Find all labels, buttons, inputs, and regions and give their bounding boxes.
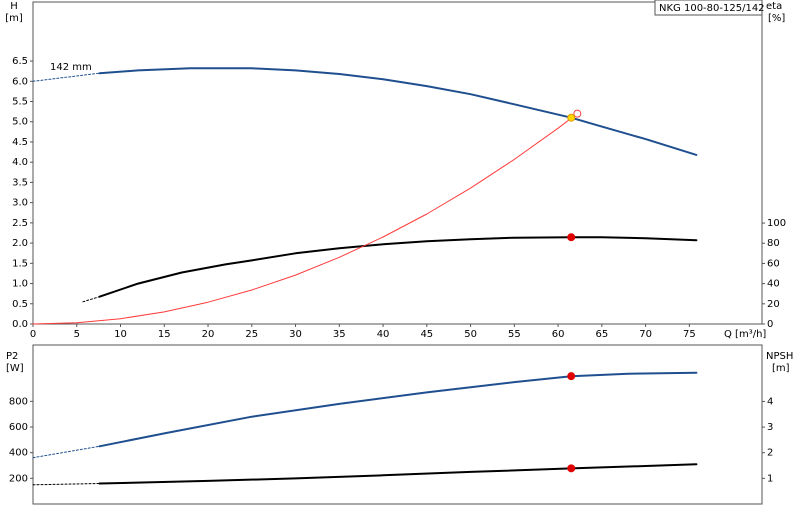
y2-tick-label: 100	[767, 218, 786, 229]
x-tick-label: 25	[245, 329, 258, 340]
y-tick-label: 4.0	[12, 157, 28, 168]
y-tick-label: 4.5	[12, 137, 28, 148]
y2-tick-label: 3	[767, 422, 773, 433]
curve	[32, 445, 100, 459]
x-tick-label: 60	[552, 329, 565, 340]
x-tick-label: 45	[420, 329, 433, 340]
curve	[32, 113, 578, 325]
y-axis-unit: [W]	[6, 363, 24, 374]
y2-tick-label: 20	[767, 299, 780, 310]
curve	[32, 483, 100, 486]
x-tick-label: 0	[30, 329, 36, 340]
y-tick-label: 6.0	[12, 76, 28, 87]
x-tick-label: 70	[639, 329, 652, 340]
curve	[98, 371, 698, 448]
y-tick-label: 400	[9, 448, 28, 459]
x-tick-label: 35	[333, 329, 346, 340]
x-tick-label: 40	[377, 329, 390, 340]
y-tick-label: 3.5	[12, 177, 28, 188]
duty-point	[567, 372, 576, 381]
x-tick-label: 75	[683, 329, 696, 340]
y-tick-label: 600	[9, 422, 28, 433]
x-tick-label: 10	[114, 329, 127, 340]
duty-point	[567, 113, 576, 122]
duty-point	[567, 464, 576, 473]
x-tick-label: 30	[289, 329, 302, 340]
y2-axis-label: eta	[766, 1, 782, 12]
x-tick-label: 55	[508, 329, 521, 340]
x-tick-label: 15	[158, 329, 171, 340]
title-box	[654, 0, 763, 16]
y2-tick-label: 0	[767, 319, 773, 330]
x-tick-label: 65	[595, 329, 608, 340]
y2-axis-unit: [m]	[772, 363, 790, 374]
y-tick-label: 0.0	[12, 319, 28, 330]
y-tick-label: 6.5	[12, 56, 28, 67]
y2-axis-unit: [%]	[768, 13, 785, 24]
y2-tick-label: 80	[767, 238, 780, 249]
y2-tick-label: 60	[767, 258, 780, 269]
curve	[98, 236, 698, 298]
y-tick-label: 3.0	[12, 198, 28, 209]
y-tick-label: 0.5	[12, 299, 28, 310]
x-tick-label: 50	[464, 329, 477, 340]
chart-title: NKG 100-80-125/142	[659, 3, 765, 14]
y-tick-label: 1.0	[12, 279, 28, 290]
duty-point	[573, 109, 582, 118]
y-tick-label: 2.5	[12, 218, 28, 229]
y-tick-label: 5.5	[12, 97, 28, 108]
y-tick-label: 1.5	[12, 258, 28, 269]
curve	[82, 296, 100, 303]
y2-tick-label: 2	[767, 448, 773, 459]
bottom-frame	[32, 344, 763, 505]
curve	[98, 463, 698, 485]
top-frame	[32, 1, 763, 325]
y-tick-label: 5.0	[12, 117, 28, 128]
y2-axis-label: NPSH	[766, 351, 793, 362]
y2-tick-label: 4	[767, 396, 773, 407]
x-tick-label: 20	[202, 329, 215, 340]
y2-tick-label: 40	[767, 279, 780, 290]
curve-label: 142 mm	[50, 62, 92, 73]
curve	[32, 72, 100, 82]
duty-point	[567, 233, 576, 242]
x-tick-label: 5	[74, 329, 80, 340]
y-tick-label: 2.0	[12, 238, 28, 249]
y2-tick-label: 1	[767, 473, 773, 484]
y-axis-unit: [m]	[5, 13, 23, 24]
y-axis-label: H	[10, 1, 18, 12]
curve	[98, 67, 698, 156]
y-axis-label: P2	[6, 351, 18, 362]
x-axis-label: Q [m³/h]	[724, 329, 766, 340]
y-tick-label: 200	[9, 473, 28, 484]
y-tick-label: 800	[9, 396, 28, 407]
